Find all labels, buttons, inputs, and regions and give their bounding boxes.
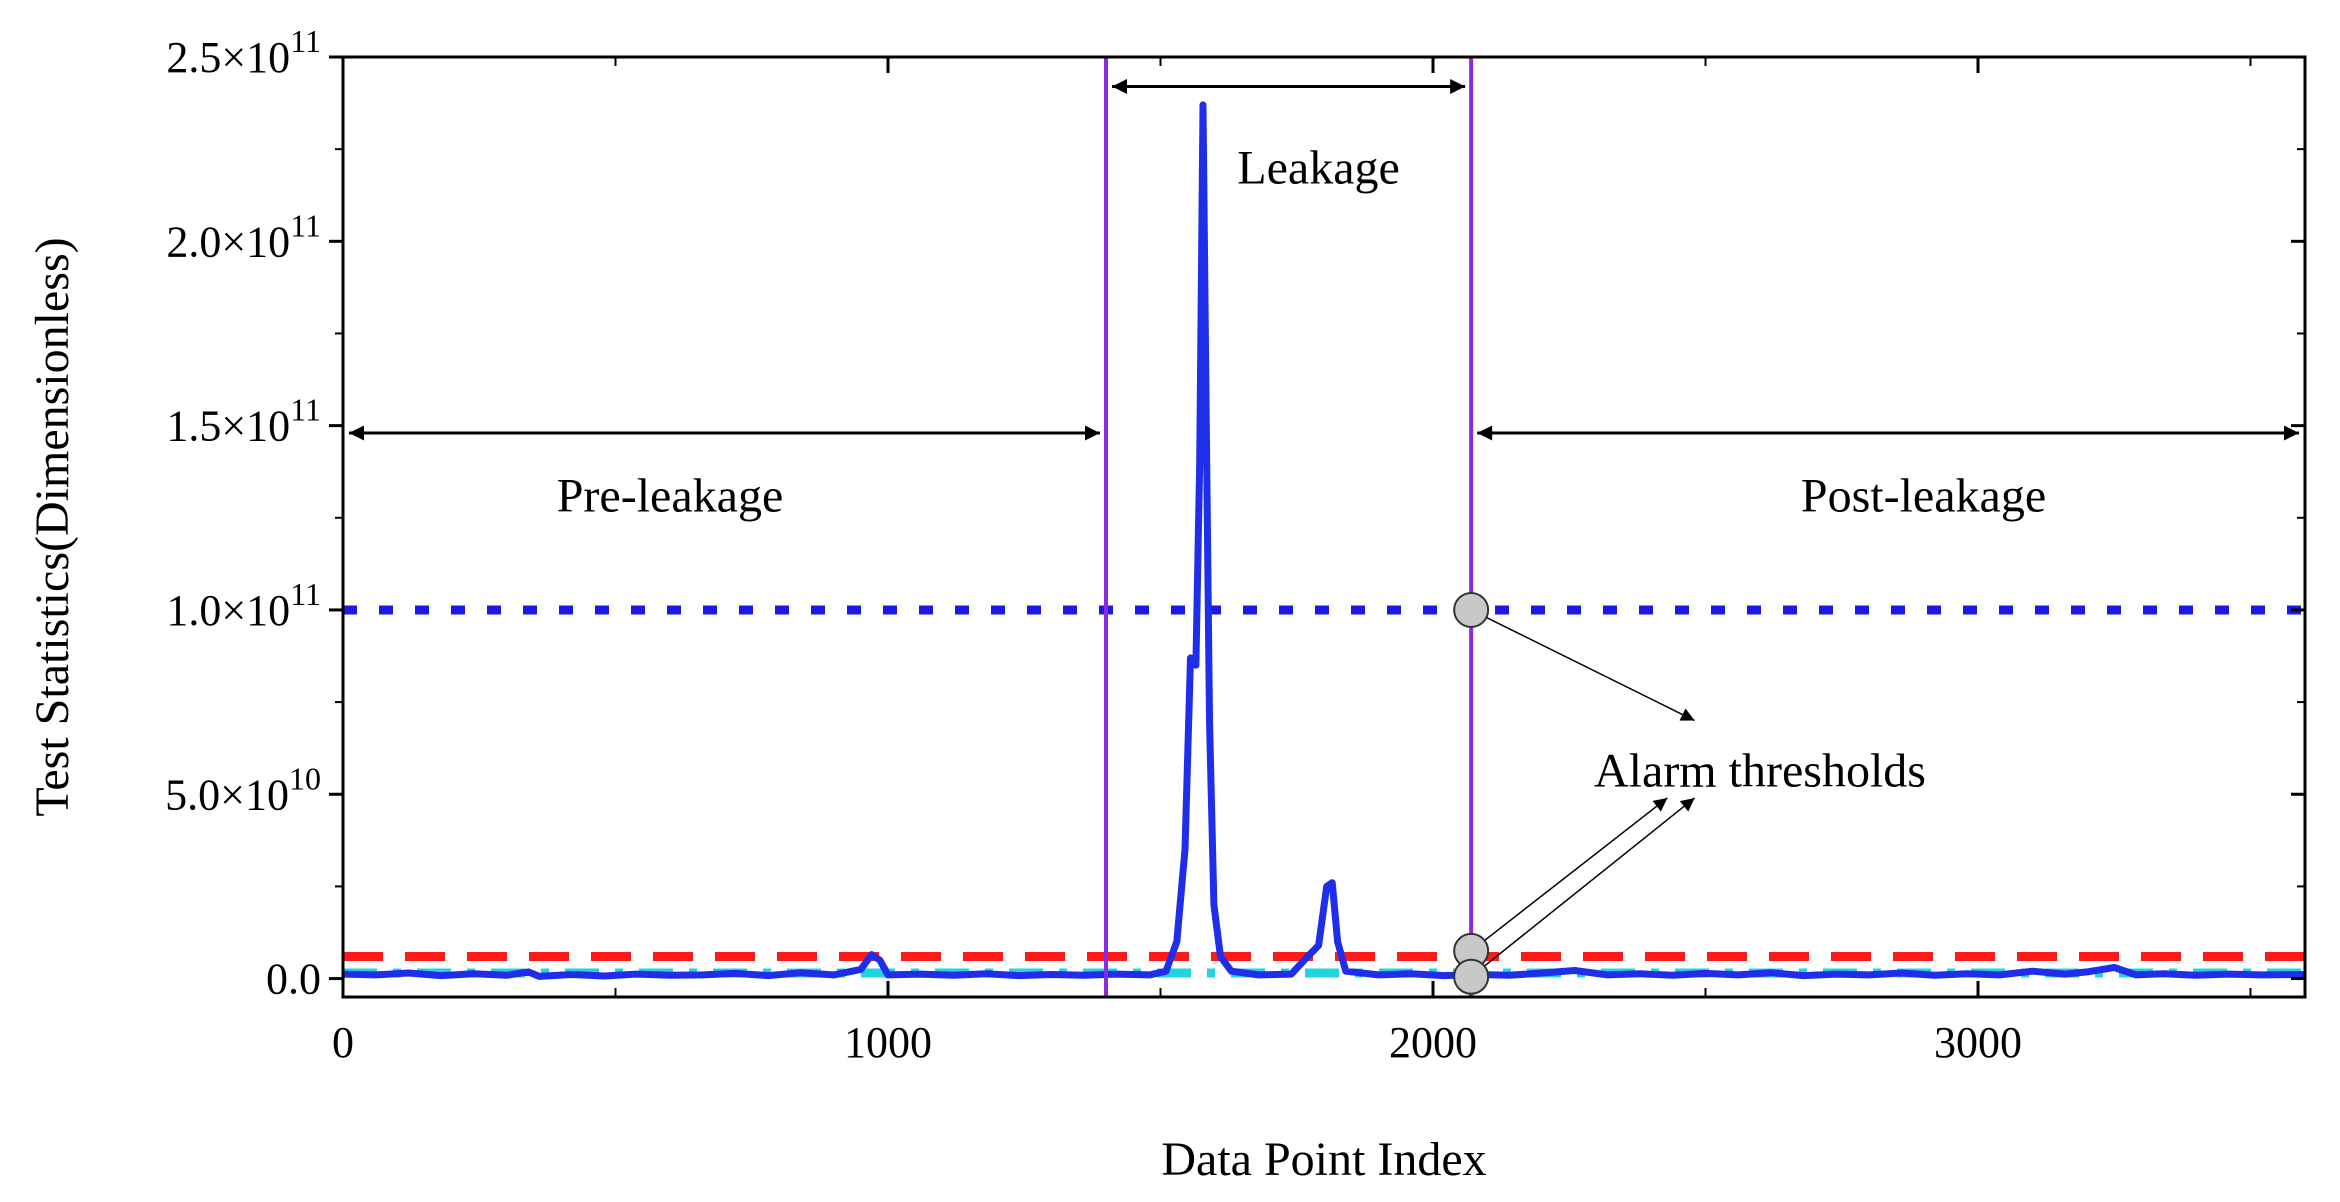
alarm-pointer-2 (1470, 797, 1668, 952)
plot-frame (341, 55, 2307, 999)
y-tick-label: 2.5×1011 (166, 23, 321, 82)
y-axis-title: Test Statistics(Dimensionless) (26, 237, 79, 816)
series-line-1 (342, 101, 2306, 980)
region-label-1: Pre-leakage (557, 470, 784, 523)
x-axis-title: Data Point Index (1161, 1133, 1486, 1186)
x-tick-label: 2000 (1389, 1018, 1477, 1067)
alarm-pointer-1 (1470, 609, 1695, 722)
alarm-label: Alarm thresholds (1594, 744, 1926, 797)
alarm-annotation: Alarm thresholds (1453, 591, 1926, 995)
y-tick-label: 2.0×1011 (166, 207, 321, 266)
x-tick-label: 3000 (1934, 1018, 2022, 1067)
series-layer (342, 101, 2306, 980)
y-tick-label: 5.0×1010 (165, 760, 321, 819)
region-label-2: Leakage (1237, 142, 1400, 195)
region-annotations: Pre-leakage Leakage Post-leakage (349, 78, 2299, 523)
axes: 0 1000 2000 3000 0.0 5.0×1010 1.0×1011 1.5×1011… (165, 23, 2307, 1067)
region-label-3: Post-leakage (1801, 470, 2046, 523)
y-tick-label: 0.0 (266, 955, 321, 1004)
alarm-marker-1 (1453, 591, 1490, 628)
alarm-marker-3 (1453, 958, 1490, 995)
x-tick-label: 1000 (844, 1018, 932, 1067)
alarm-pointer-3 (1470, 797, 1696, 978)
y-tick-label: 1.0×1011 (166, 576, 321, 635)
x-tick-label: 0 (332, 1018, 354, 1067)
y-tick-label: 1.5×1011 (166, 392, 321, 451)
region-boundaries (1104, 57, 1474, 997)
